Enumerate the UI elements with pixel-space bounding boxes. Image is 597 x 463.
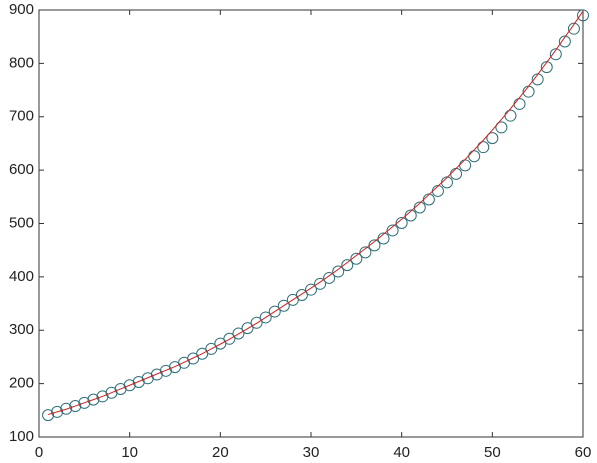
y-tick-label: 200 xyxy=(9,375,34,392)
data-point xyxy=(459,159,472,172)
data-point xyxy=(241,322,254,335)
y-tick-label: 100 xyxy=(9,428,34,445)
data-point xyxy=(422,193,435,206)
x-tick-label: 60 xyxy=(575,444,592,461)
data-point xyxy=(69,400,82,413)
plot-frame xyxy=(38,9,584,438)
data-point xyxy=(468,150,481,163)
data-point xyxy=(441,176,453,189)
data-point xyxy=(350,252,363,265)
data-point xyxy=(87,393,100,406)
data-point xyxy=(232,327,245,340)
data-point xyxy=(259,311,272,324)
y-tick-label: 500 xyxy=(9,214,34,231)
x-tick-label: 40 xyxy=(393,444,410,461)
data-point xyxy=(268,305,281,318)
y-tick-label: 600 xyxy=(9,161,34,178)
y-tick-label: 700 xyxy=(9,108,34,125)
data-point xyxy=(123,379,136,392)
data-point xyxy=(395,216,408,229)
data-point xyxy=(386,224,399,237)
x-tick-label: 20 xyxy=(212,444,229,461)
data-point xyxy=(323,271,336,284)
data-point xyxy=(486,132,499,145)
data-point xyxy=(205,342,218,355)
y-tick-label: 800 xyxy=(9,54,34,71)
data-point xyxy=(277,299,290,312)
data-point xyxy=(477,141,490,154)
data-point xyxy=(305,283,317,296)
data-point xyxy=(513,97,526,110)
data-point xyxy=(51,405,64,418)
data-point xyxy=(332,265,345,278)
data-point xyxy=(495,121,508,134)
data-point xyxy=(577,9,589,22)
x-tick-label: 10 xyxy=(121,444,138,461)
data-point xyxy=(42,409,55,422)
data-point xyxy=(250,316,263,329)
x-tick-label: 50 xyxy=(484,444,501,461)
y-tick-label: 300 xyxy=(9,321,34,338)
data-point xyxy=(450,167,463,180)
data-point xyxy=(60,402,73,415)
data-point xyxy=(567,22,580,35)
fit-line xyxy=(47,10,584,416)
data-point xyxy=(504,109,517,122)
y-tick-label: 900 xyxy=(9,1,34,18)
data-point xyxy=(558,35,571,48)
data-point xyxy=(223,332,236,345)
data-point xyxy=(549,48,562,61)
data-point xyxy=(314,277,327,290)
data-point xyxy=(78,396,91,409)
data-point xyxy=(431,184,444,197)
x-tick-label: 30 xyxy=(303,444,320,461)
x-tick-label: 0 xyxy=(35,444,43,461)
y-tick-label: 400 xyxy=(9,268,34,285)
data-point xyxy=(295,289,308,302)
data-point xyxy=(341,259,354,272)
